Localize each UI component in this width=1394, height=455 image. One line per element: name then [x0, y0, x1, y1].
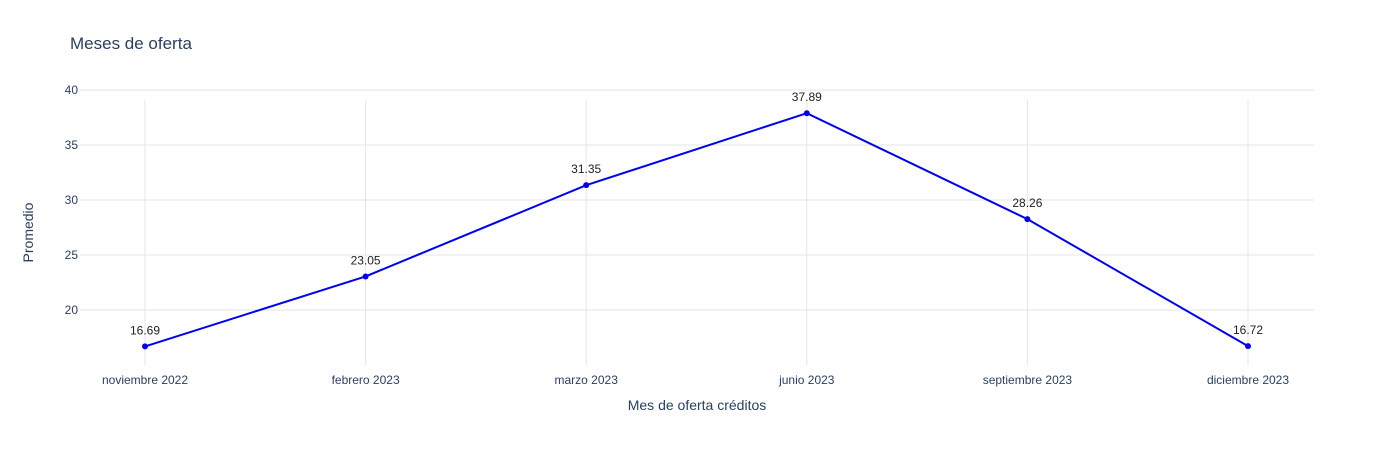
data-label: 16.69 [130, 323, 160, 337]
data-labels: 16.69 23.05 31.35 37.89 28.26 16.72 [130, 90, 1263, 337]
x-axis-title: Mes de oferta créditos [628, 397, 767, 413]
y-tick-label: 35 [65, 138, 79, 152]
y-tick-label: 40 [65, 83, 79, 97]
y-gridlines [80, 89, 1314, 311]
x-tick-label: marzo 2023 [555, 373, 619, 387]
data-point[interactable] [803, 110, 810, 117]
data-point[interactable] [583, 182, 590, 189]
x-tick-label: junio 2023 [778, 373, 835, 387]
series-markers [142, 110, 1251, 350]
x-gridlines [144, 100, 1249, 365]
y-tick-label: 30 [65, 193, 79, 207]
data-label: 23.05 [351, 253, 381, 267]
x-tick-label: noviembre 2022 [102, 373, 188, 387]
y-tick-label: 20 [65, 303, 79, 317]
y-axis-ticks: 20 25 30 35 40 [65, 83, 79, 317]
data-point[interactable] [142, 343, 148, 350]
data-label: 37.89 [792, 90, 822, 104]
y-axis-title: Promedio [20, 202, 36, 262]
chart-title: Meses de oferta [70, 34, 192, 53]
data-point[interactable] [1245, 343, 1251, 350]
x-axis-ticks: noviembre 2022 febrero 2023 marzo 2023 juni… [102, 373, 1289, 387]
data-point[interactable] [1024, 216, 1031, 223]
x-tick-label: diciembre 2023 [1207, 373, 1289, 387]
series-line [144, 112, 1249, 348]
data-label: 31.35 [571, 162, 601, 176]
y-tick-label: 25 [65, 248, 79, 262]
data-label: 28.26 [1012, 196, 1042, 210]
x-tick-label: septiembre 2023 [983, 373, 1073, 387]
data-label: 16.72 [1233, 323, 1263, 337]
x-tick-label: febrero 2023 [332, 373, 400, 387]
data-point[interactable] [362, 273, 369, 280]
